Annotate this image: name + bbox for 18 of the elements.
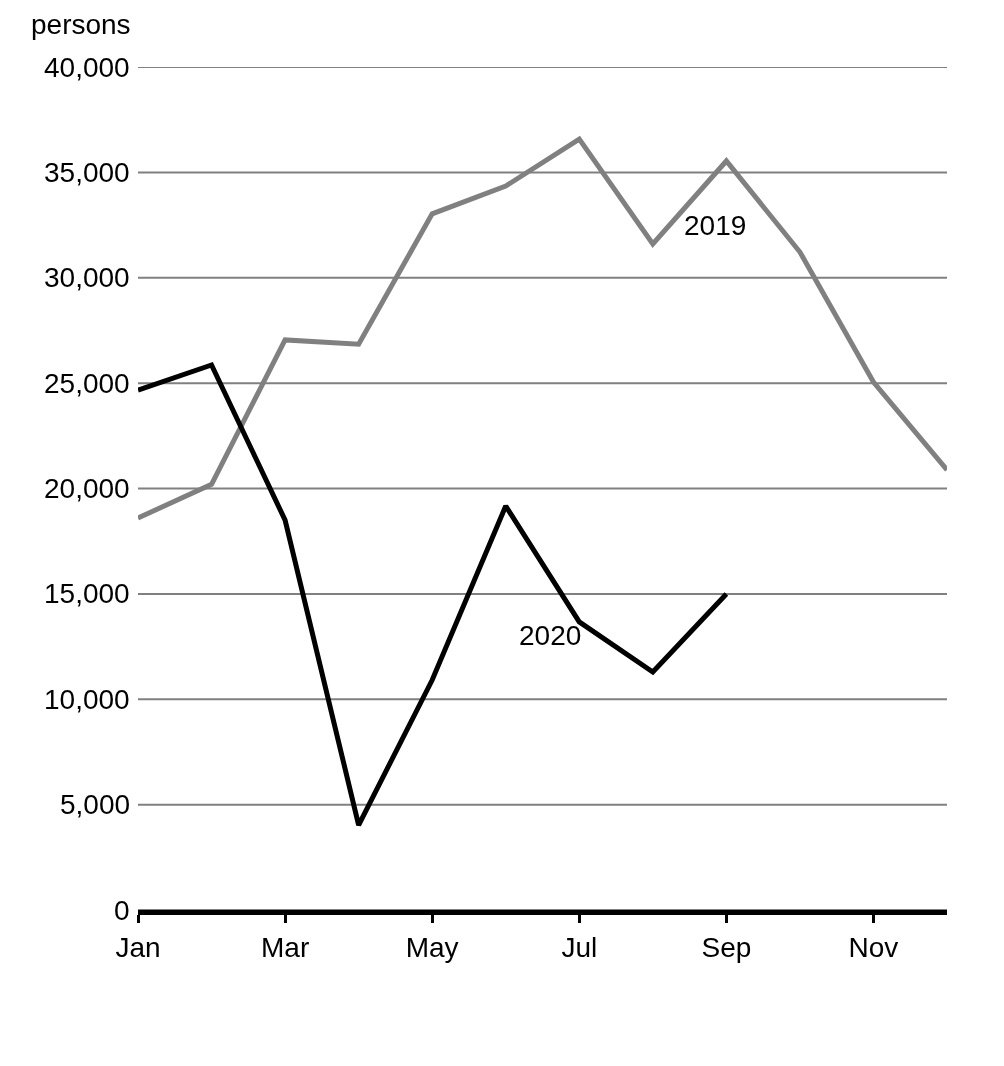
y-tick-label: 40,000 bbox=[44, 52, 130, 83]
x-tick-label: Mar bbox=[260, 931, 310, 963]
x-tick-label: Nov bbox=[848, 931, 899, 963]
y-tick-label: 10,000 bbox=[44, 684, 130, 715]
y-tick-label: 5,000 bbox=[60, 789, 131, 820]
series-label: 2020 bbox=[519, 620, 582, 651]
y-tick-label: 15,000 bbox=[44, 578, 130, 609]
x-tick-label: Jan bbox=[115, 931, 161, 963]
x-tick-label: Jul bbox=[561, 931, 598, 963]
x-tick-label: May bbox=[405, 931, 459, 963]
y-tick-label: 30,000 bbox=[44, 262, 130, 293]
y-tick-label: 0 bbox=[114, 895, 130, 926]
x-tick-label: Sep bbox=[701, 931, 752, 963]
y-tick-label: 20,000 bbox=[44, 473, 130, 504]
series-label: 2019 bbox=[684, 210, 747, 241]
y-tick-label: 35,000 bbox=[44, 157, 130, 188]
y-axis-title: persons bbox=[31, 9, 131, 40]
y-tick-label: 25,000 bbox=[44, 368, 130, 399]
